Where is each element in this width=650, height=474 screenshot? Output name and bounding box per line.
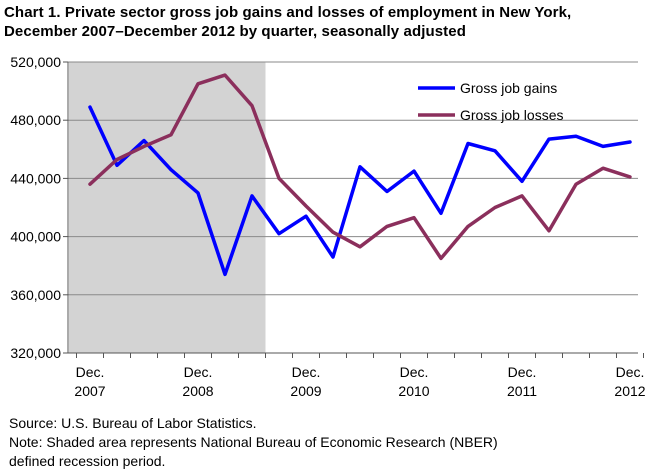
x-tick-label-line1-5: Dec. [616, 364, 645, 380]
x-tick-label-line2-0: 2007 [74, 383, 105, 399]
chart-footer: Source: U.S. Bureau of Labor Statistics.… [9, 414, 498, 471]
y-tick-label-0: 320,000 [10, 345, 61, 361]
x-tick-label-line2-4: 2011 [507, 383, 537, 399]
y-tick-label-5: 520,000 [10, 54, 61, 70]
y-tick-label-1: 360,000 [10, 287, 61, 303]
y-tick-label-4: 480,000 [10, 112, 61, 128]
source-note: Source: U.S. Bureau of Labor Statistics. [9, 415, 257, 431]
x-tick-label-line1-4: Dec. [508, 364, 537, 380]
legend-label-1: Gross job losses [460, 107, 563, 123]
x-tick-label-line2-1: 2008 [182, 383, 213, 399]
chart-title: Chart 1. Private sector gross job gains … [4, 3, 646, 41]
recession-shading [69, 62, 266, 353]
x-tick-label-line1-1: Dec. [184, 364, 213, 380]
recession-note-line-1: Note: Shaded area represents National Bu… [9, 434, 498, 450]
chart-title-line-1: Chart 1. Private sector gross job gains … [4, 4, 572, 21]
x-tick-label-line1-2: Dec. [292, 364, 321, 380]
chart-title-line-2: December 2007–December 2012 by quarter, … [4, 23, 466, 40]
x-tick-label-line1-0: Dec. [76, 364, 105, 380]
recession-note-line-2: defined recession period. [9, 453, 166, 469]
legend-label-0: Gross job gains [460, 80, 557, 96]
x-tick-label-line1-3: Dec. [400, 364, 429, 380]
x-tick-label-line2-5: 2012 [614, 383, 645, 399]
y-tick-label-2: 400,000 [10, 229, 61, 245]
y-tick-label-3: 440,000 [10, 170, 61, 186]
x-tick-label-line2-3: 2010 [398, 383, 429, 399]
x-tick-label-line2-2: 2009 [290, 383, 321, 399]
